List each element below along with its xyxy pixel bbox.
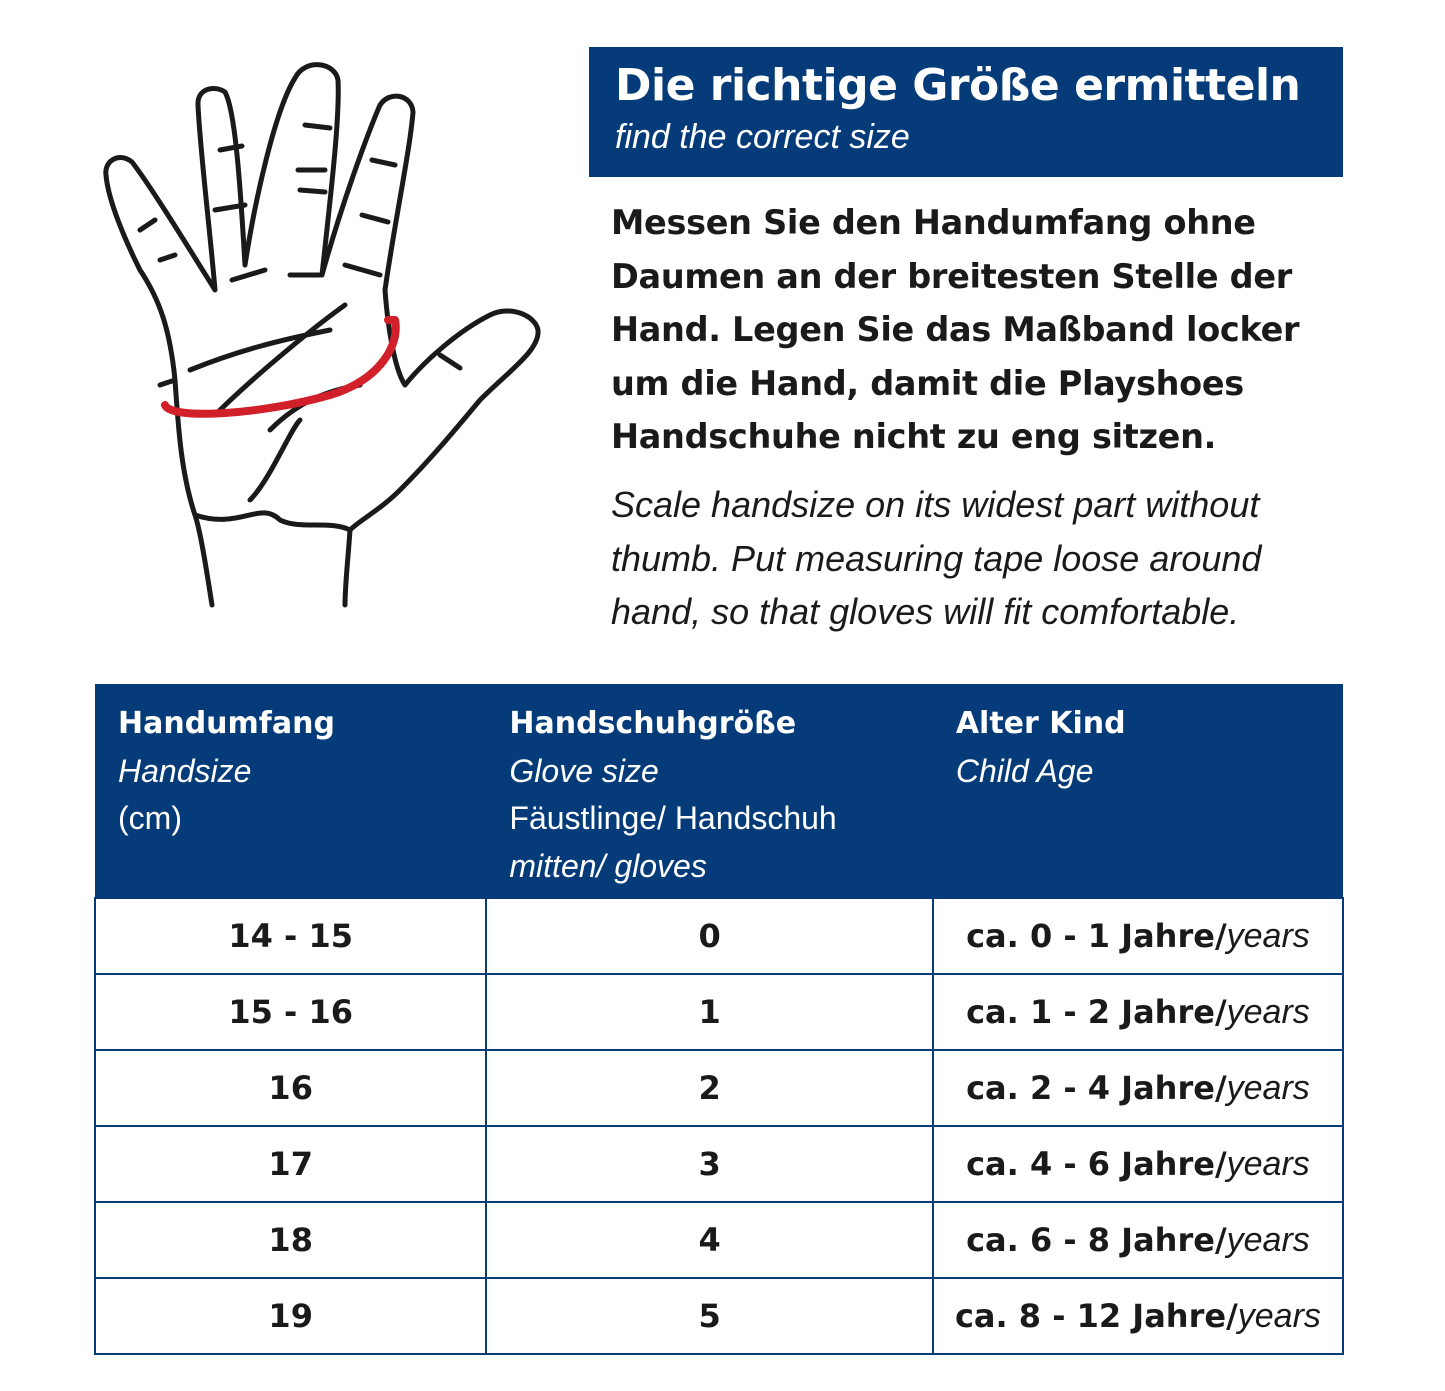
palm-lines — [137, 122, 463, 533]
header-extra: Fäustlinge/ Handschuh — [509, 800, 837, 836]
header-unit: (cm) — [118, 800, 182, 836]
age-en: years — [1226, 1144, 1310, 1183]
size-table: Handumfang Handsize (cm) Handschuhgröße … — [93, 684, 1345, 1355]
text-line: hand, so that gloves will fit comfortabl… — [611, 591, 1240, 632]
table-row: 14 - 15 0 ca. 0 - 1 Jahre/years — [93, 897, 1345, 975]
header-extra-en: mitten/ gloves — [509, 847, 707, 884]
cell-handsize: 16 — [93, 1049, 488, 1127]
column-header-child-age: Alter Kind Child Age — [932, 684, 1343, 898]
cell-handsize: 17 — [93, 1125, 488, 1203]
text-line: Daumen an der breitesten Stelle der — [611, 256, 1292, 296]
cell-child-age: ca. 8 - 12 Jahre/years — [931, 1277, 1345, 1355]
header-de: Handumfang — [118, 706, 335, 741]
column-header-handsize: Handumfang Handsize (cm) — [95, 684, 487, 898]
age-en: years — [1237, 1296, 1321, 1335]
age-de: ca. 4 - 6 Jahre/ — [966, 1144, 1227, 1183]
measuring-tape — [161, 316, 400, 418]
cell-glove-size: 3 — [485, 1125, 934, 1203]
table-row: 16 2 ca. 2 - 4 Jahre/years — [93, 1049, 1345, 1127]
instructions-english: Scale handsize on its widest part withou… — [611, 478, 1371, 639]
cell-child-age: ca. 4 - 6 Jahre/years — [931, 1125, 1345, 1203]
header-en: Handsize — [118, 752, 252, 789]
cell-glove-size: 0 — [485, 897, 934, 975]
text-line: Scale handsize on its widest part withou… — [611, 484, 1260, 525]
header-en: Child Age — [955, 752, 1094, 789]
age-en: years — [1226, 1068, 1310, 1107]
cell-glove-size: 4 — [485, 1201, 934, 1279]
table-row: 18 4 ca. 6 - 8 Jahre/years — [93, 1201, 1345, 1279]
page-title: Die richtige Größe ermitteln — [615, 60, 1301, 111]
cell-handsize: 18 — [93, 1201, 488, 1279]
header-de: Alter Kind — [955, 706, 1126, 741]
cell-glove-size: 1 — [485, 973, 934, 1051]
age-en: years — [1226, 1220, 1310, 1259]
text-line: Hand. Legen Sie das Maßband locker — [611, 310, 1300, 349]
age-en: years — [1226, 916, 1310, 955]
table-row: 19 5 ca. 8 - 12 Jahre/years — [93, 1277, 1345, 1355]
header-de: Handschuhgröße — [509, 706, 797, 741]
text-line: Handschuhe nicht zu eng sitzen. — [611, 417, 1217, 456]
hand-illustration — [103, 62, 541, 608]
cell-handsize: 19 — [93, 1277, 488, 1355]
title-banner: Die richtige Größe ermitteln find the co… — [589, 47, 1343, 177]
column-header-glove-size: Handschuhgröße Glove size Fäustlinge/ Ha… — [486, 684, 933, 898]
header-en: Glove size — [509, 752, 659, 789]
cell-handsize: 15 - 16 — [93, 973, 488, 1051]
table-row: 15 - 16 1 ca. 1 - 2 Jahre/years — [93, 973, 1345, 1051]
hand-outline — [103, 62, 541, 608]
cell-glove-size: 2 — [485, 1049, 934, 1127]
table-header-row: Handumfang Handsize (cm) Handschuhgröße … — [95, 684, 1343, 898]
age-de: ca. 6 - 8 Jahre/ — [966, 1220, 1227, 1259]
cell-glove-size: 5 — [485, 1277, 934, 1355]
text-line: thumb. Put measuring tape loose around — [611, 537, 1262, 579]
text-line: Messen Sie den Handumfang ohne — [611, 203, 1256, 242]
page-subtitle: find the correct size — [615, 118, 910, 156]
cell-child-age: ca. 2 - 4 Jahre/years — [931, 1049, 1345, 1127]
instructions-german: Messen Sie den Handumfang ohne Daumen an… — [611, 196, 1351, 464]
age-en: years — [1226, 992, 1310, 1031]
age-de: ca. 8 - 12 Jahre/ — [954, 1296, 1238, 1335]
age-de: ca. 2 - 4 Jahre/ — [966, 1068, 1227, 1107]
cell-child-age: ca. 1 - 2 Jahre/years — [931, 973, 1345, 1051]
age-de: ca. 0 - 1 Jahre/ — [966, 916, 1227, 955]
cell-child-age: ca. 0 - 1 Jahre/years — [931, 897, 1345, 975]
cell-child-age: ca. 6 - 8 Jahre/years — [931, 1201, 1345, 1279]
table-row: 17 3 ca. 4 - 6 Jahre/years — [93, 1125, 1345, 1203]
cell-handsize: 14 - 15 — [93, 897, 488, 975]
text-line: um die Hand, damit die Playshoes — [611, 363, 1244, 403]
age-de: ca. 1 - 2 Jahre/ — [966, 992, 1227, 1031]
